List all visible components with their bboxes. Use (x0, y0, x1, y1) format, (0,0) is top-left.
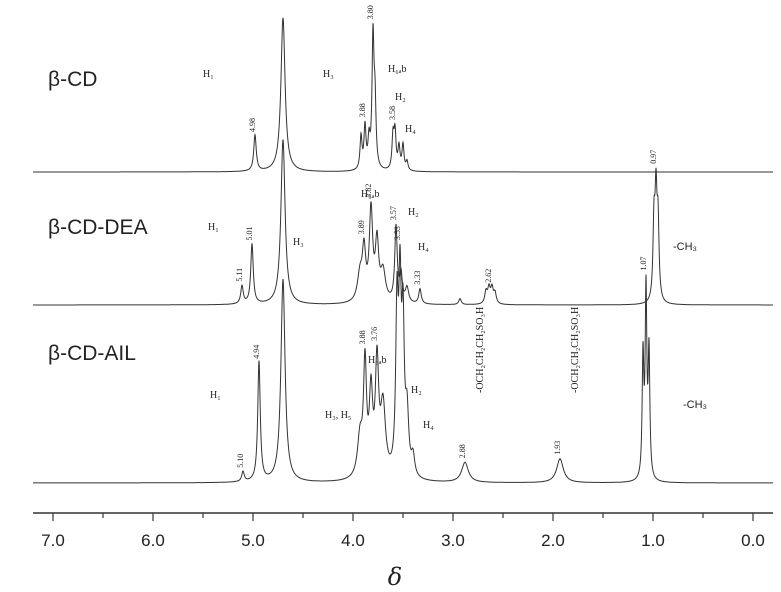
assignment-label-0-3: H₂ (395, 92, 406, 103)
peak-label-2-7: 1.07 (639, 257, 648, 271)
x-axis-ticks: 7.0 6.0 5.0 4.0 3.0 2.0 1.0 0.0 (41, 513, 765, 550)
assignment-label-0-4: H₄ (405, 124, 416, 135)
assignment-label-2-2: H₃, H₅ (325, 410, 351, 421)
assignment-label-2-6: -OCH₂CH₂CH₂SO₃H (570, 307, 581, 393)
assignment-label-1-0: H₁ (208, 222, 219, 233)
assignment-label-2-3: H₂ (411, 385, 422, 396)
x-axis: 7.0 6.0 5.0 4.0 3.0 2.0 1.0 0.0 δ (33, 512, 773, 591)
spectra-group (33, 17, 773, 484)
panel-title-0: β-CD (48, 68, 97, 91)
assignment-label-0-2: H₆ₐb (388, 64, 406, 75)
peak-label-0-0: 4.98 (248, 118, 257, 132)
assignment-label-1-1: H₆ₐb (361, 189, 379, 200)
x-tick-label-0: 7.0 (41, 531, 65, 550)
peak-label-1-7: 0.97 (649, 150, 658, 164)
peak-label-2-0: 5.10 (236, 454, 245, 468)
peak-label-1-5: 3.33 (413, 271, 422, 285)
x-tick-label-5: 2.0 (541, 531, 565, 550)
peak-label-1-2: 3.89 (357, 220, 366, 234)
peak-label-2-6: 1.93 (553, 441, 562, 455)
x-tick-label-4: 3.0 (441, 531, 465, 550)
peak-label-1-3: 3.82 (364, 184, 373, 198)
peak-label-1-1: 5.01 (245, 227, 254, 241)
peak-label-2-1: 4.94 (252, 345, 261, 359)
peak-label-2-4: 3.53 (393, 226, 402, 240)
x-tick-label-6: 1.0 (641, 531, 665, 550)
assignment-label-2-0: H₁ (210, 390, 221, 401)
spectrum-trace-0 (33, 17, 773, 173)
assignment-label-2-1: H₆ₐb (368, 355, 386, 366)
peak-label-2-2: 3.88 (358, 330, 367, 344)
assignment-label-0-0: H₁ (203, 69, 214, 80)
peak-label-2-3: 3.76 (370, 327, 379, 341)
x-axis-label: δ (388, 563, 402, 591)
spectrum-trace-2 (33, 243, 773, 484)
assignment-label-2-7: -CH₃ (683, 399, 707, 411)
assignment-label-2-5: -OCH₂CH₂CH₂SO₃H (475, 307, 486, 393)
x-tick-label-1: 6.0 (141, 531, 165, 550)
assignment-label-1-2: H₂ (408, 207, 419, 218)
peak-label-0-2: 3.80 (366, 5, 375, 19)
assignment-label-1-3: H₃ (293, 237, 304, 248)
panel-title-2: β-CD-AIL (48, 342, 136, 365)
assignment-label-1-5: -CH₃ (673, 241, 697, 253)
assignment-label-1-4: H₄ (418, 242, 429, 253)
assignment-label-2-4: H₄ (423, 420, 434, 431)
x-tick-label-7: 0.0 (741, 531, 765, 550)
annotations-group: β-CD 4.98 3.88 3.80 3.58 H₁ H₃ H₆ₐb H₂ H₄ β-CD-DEA… (48, 5, 707, 468)
peak-label-0-1: 3.88 (358, 103, 367, 117)
panel-title-1: β-CD-DEA (48, 216, 148, 239)
x-tick-label-3: 4.0 (341, 531, 365, 550)
peak-label-2-5: 2.88 (458, 444, 467, 458)
peak-label-0-3: 3.58 (388, 106, 397, 120)
x-tick-label-2: 5.0 (241, 531, 265, 550)
assignment-label-0-1: H₃ (323, 69, 334, 80)
peak-label-1-0: 5.11 (235, 268, 244, 282)
peak-label-1-4: 3.57 (389, 206, 398, 220)
peak-label-1-6: 2.62 (484, 269, 493, 283)
